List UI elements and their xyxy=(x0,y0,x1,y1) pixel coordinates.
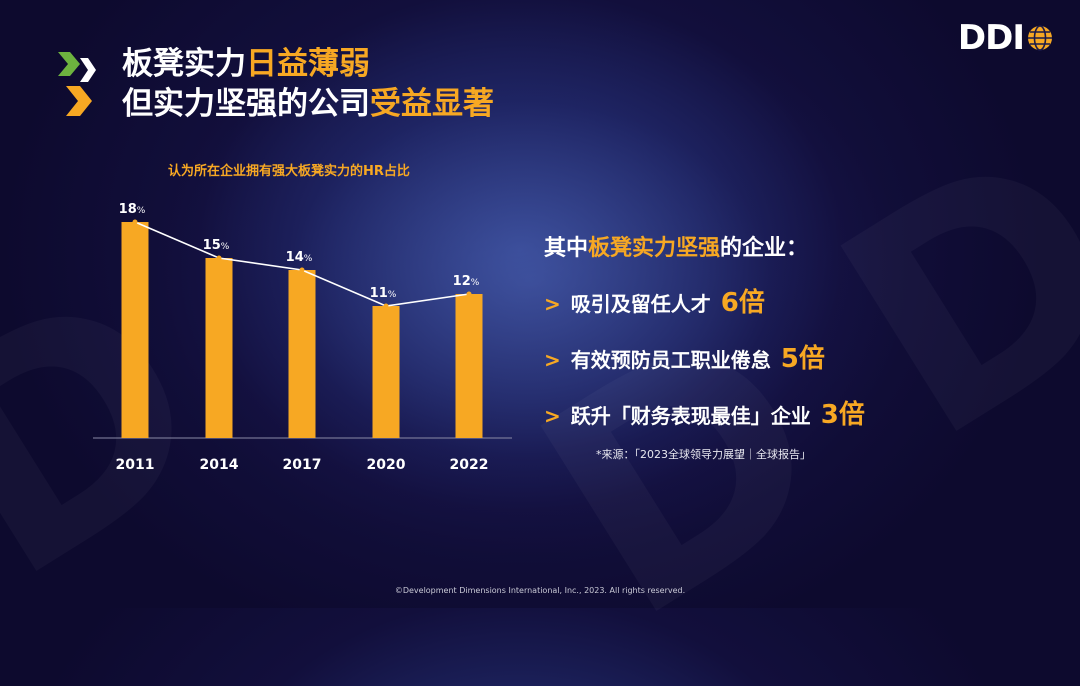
logo-text: DDI xyxy=(957,18,1025,58)
source-note: *来源：「2023全球领导力展望｜全球报告」 xyxy=(596,448,811,461)
benefits-heading-plain1: 其中 xyxy=(544,236,589,261)
ddi-logo: DDI xyxy=(958,18,1054,58)
title-line2-highlight: 受益显著 xyxy=(370,86,494,122)
benefit-text: 吸引及留任人才 xyxy=(570,292,711,316)
data-label: 14% xyxy=(286,250,313,265)
benefit-item: > 有效预防员工职业倦怠 5倍 xyxy=(544,338,865,394)
data-label: 15% xyxy=(203,238,230,253)
x-tick-label: 2022 xyxy=(450,457,489,473)
chart-title: 认为所在企业拥有强大板凳实力的HR占比 xyxy=(168,164,410,179)
x-tick-label: 2014 xyxy=(200,457,239,473)
trend-point xyxy=(383,303,389,309)
title-line-2: 但实力坚强的公司受益显著 xyxy=(122,84,494,124)
benefit-text: 有效预防员工职业倦怠 xyxy=(570,348,771,372)
globe-icon xyxy=(1028,25,1052,51)
trend-point xyxy=(216,255,222,261)
data-label: 12% xyxy=(453,274,480,289)
title-line2-plain: 但实力坚强的公司 xyxy=(122,86,370,122)
x-tick-label: 2017 xyxy=(283,457,322,473)
benefit-list: > 吸引及留任人才 6倍 > 有效预防员工职业倦怠 5倍 > 跃升「财务表现最佳… xyxy=(544,282,865,450)
benefits-heading-plain2: 的企业： xyxy=(720,236,809,261)
benefit-multiplier: 3倍 xyxy=(820,400,865,430)
benefit-multiplier: 6倍 xyxy=(720,288,765,318)
chart-bar xyxy=(288,270,316,438)
benefits-heading: 其中板凳实力坚强的企业： xyxy=(544,230,808,262)
chart-bar xyxy=(455,294,483,438)
chevron-right-icon: > xyxy=(544,292,561,316)
trend-point xyxy=(466,291,472,297)
trend-point xyxy=(299,267,305,273)
x-tick-label: 2011 xyxy=(116,457,155,473)
chart-bar xyxy=(372,306,400,438)
bar-chart: 18% 2011 15% 2014 14% 2017 11% 2020 12% 2022 xyxy=(93,202,512,473)
chevron-right-icon: > xyxy=(544,348,561,372)
chart-bar xyxy=(205,258,233,438)
chevron-arrows-icon xyxy=(58,52,96,116)
copyright-footer: ©Development Dimensions International, I… xyxy=(394,586,686,595)
x-tick-label: 2020 xyxy=(367,457,406,473)
title-line1-highlight: 日益薄弱 xyxy=(246,46,370,82)
title-line-1: 板凳实力日益薄弱 xyxy=(122,44,494,84)
benefit-text: 跃升「财务表现最佳」企业 xyxy=(570,404,811,428)
benefit-item: > 跃升「财务表现最佳」企业 3倍 xyxy=(544,394,865,450)
data-label: 18% xyxy=(119,202,146,217)
benefits-heading-highlight: 板凳实力坚强 xyxy=(588,236,721,261)
trend-point xyxy=(132,219,138,225)
chevron-right-icon: > xyxy=(544,404,561,428)
chart-bar xyxy=(121,222,149,438)
benefit-item: > 吸引及留任人才 6倍 xyxy=(544,282,865,338)
benefit-multiplier: 5倍 xyxy=(780,344,825,374)
slide-title: 板凳实力日益薄弱 但实力坚强的公司受益显著 xyxy=(122,44,494,124)
title-line1-plain: 板凳实力 xyxy=(122,46,246,82)
data-label: 11% xyxy=(370,286,397,301)
